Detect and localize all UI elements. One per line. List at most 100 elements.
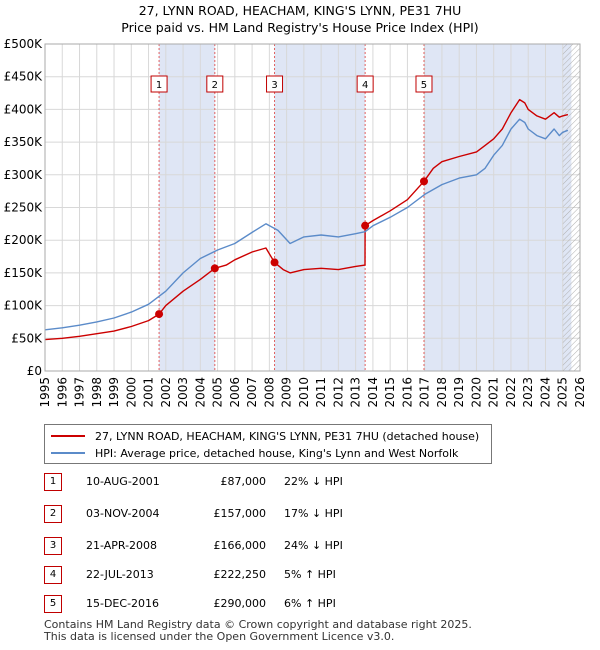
x-tick-label: 2004 xyxy=(193,377,207,408)
x-tick-label: 2007 xyxy=(245,377,259,408)
y-tick-label: £350K xyxy=(4,135,44,149)
sale-badge: 2 xyxy=(44,505,62,523)
legend-item-hpi: HPI: Average price, detached house, King… xyxy=(51,445,458,461)
footer-licence: This data is licensed under the Open Gov… xyxy=(44,630,395,643)
x-tick-label: 2022 xyxy=(504,377,518,408)
sale-marker-label: 2 xyxy=(212,80,218,91)
sale-hpi-diff: 5% ↑ HPI xyxy=(284,568,336,581)
x-tick-label: 2012 xyxy=(331,377,345,408)
x-tick-label: 2011 xyxy=(314,377,328,408)
property-series-line xyxy=(44,98,569,341)
x-tick-label: 1995 xyxy=(38,377,52,408)
x-tick-label: 2000 xyxy=(124,377,138,408)
sale-hpi-diff: 6% ↑ HPI xyxy=(284,597,336,610)
sale-marker-label: 5 xyxy=(421,80,427,91)
chart-legend: 27, LYNN ROAD, HEACHAM, KING'S LYNN, PE3… xyxy=(44,424,492,464)
y-tick-label: £250K xyxy=(4,201,44,215)
table-row: 3 21-APR-2008 £166,000 24% ↓ HPI xyxy=(44,537,464,557)
sale-point xyxy=(419,177,428,186)
y-tick-label: £50K xyxy=(11,331,43,345)
sale-marker-box xyxy=(150,75,168,93)
x-tick-label: 2006 xyxy=(228,377,242,408)
legend-label-hpi: HPI: Average price, detached house, King… xyxy=(95,446,459,460)
price-chart: 1 2 3 4 5 £0 £50K £100K £150K £200K £250K £300K £350… xyxy=(4,37,587,408)
sale-marker-box xyxy=(356,75,374,93)
y-tick-label: £400K xyxy=(4,102,44,116)
x-tick-label: 2016 xyxy=(400,377,414,408)
forecast-region xyxy=(562,44,580,371)
y-tick-label: £500K xyxy=(4,37,44,51)
sale-point xyxy=(270,258,279,267)
sale-marker-box xyxy=(266,75,284,93)
x-tick-label: 2024 xyxy=(538,377,552,408)
sale-point xyxy=(361,221,370,230)
footer: Contains HM Land Registry data © Crown c… xyxy=(44,619,472,643)
x-tick-label: 2014 xyxy=(366,377,380,408)
sale-date: 03-NOV-2004 xyxy=(86,507,160,520)
sale-badge: 1 xyxy=(44,473,62,491)
sale-marker-label: 3 xyxy=(271,80,277,91)
sale-badge: 4 xyxy=(44,566,62,584)
x-tick-label: 1998 xyxy=(90,377,104,408)
sale-marker-box xyxy=(206,75,224,93)
sale-date: 10-AUG-2001 xyxy=(86,475,160,488)
sale-date: 15-DEC-2016 xyxy=(86,597,160,610)
sale-price: £166,000 xyxy=(213,539,267,552)
sale-price: £157,000 xyxy=(213,507,267,520)
legend-swatch-hpi xyxy=(51,452,85,454)
footer-copyright: Contains HM Land Registry data © Crown c… xyxy=(44,618,472,631)
x-tick-label: 2018 xyxy=(435,377,449,408)
x-tick-label: 2017 xyxy=(418,377,432,408)
sale-price: £290,000 xyxy=(213,597,267,610)
sale-hpi-diff: 24% ↓ HPI xyxy=(284,539,343,552)
table-row: 2 03-NOV-2004 £157,000 17% ↓ HPI xyxy=(44,505,464,525)
legend-label-property: 27, LYNN ROAD, HEACHAM, KING'S LYNN, PE3… xyxy=(95,429,480,443)
table-row: 1 10-AUG-2001 £87,000 22% ↓ HPI xyxy=(44,473,464,493)
sale-marker-box xyxy=(415,75,433,93)
x-tick-label: 2025 xyxy=(556,377,570,408)
x-tick-label: 2026 xyxy=(573,377,587,408)
chart-title: 27, LYNN ROAD, HEACHAM, KING'S LYNN, PE3… xyxy=(0,2,600,36)
sale-marker-label: 4 xyxy=(362,80,368,91)
x-tick-label: 2013 xyxy=(349,377,363,408)
legend-swatch-property xyxy=(51,435,85,437)
x-tick-label: 2020 xyxy=(469,377,483,408)
y-tick-label: £300K xyxy=(4,168,44,182)
y-tick-label: £450K xyxy=(4,70,44,84)
x-tick-label: 2009 xyxy=(280,377,294,408)
x-tick-label: 2005 xyxy=(211,377,225,408)
hpi-series-line xyxy=(44,118,569,331)
table-row: 5 15-DEC-2016 £290,000 6% ↑ HPI xyxy=(44,595,464,615)
table-row: 4 22-JUL-2013 £222,250 5% ↑ HPI xyxy=(44,566,464,586)
sale-marker-label: 1 xyxy=(156,80,162,91)
sale-date: 22-JUL-2013 xyxy=(86,568,154,581)
sale-price: £222,250 xyxy=(213,568,267,581)
x-tick-label: 2021 xyxy=(487,377,501,408)
x-tick-label: 2015 xyxy=(383,377,397,408)
x-tick-label: 2010 xyxy=(297,377,311,408)
chart-title-line1: 27, LYNN ROAD, HEACHAM, KING'S LYNN, PE3… xyxy=(138,3,462,18)
x-tick-label: 2003 xyxy=(176,377,190,408)
sale-badge: 5 xyxy=(44,595,62,613)
sale-point xyxy=(155,310,164,319)
sale-price: £87,000 xyxy=(220,475,267,488)
legend-item-property: 27, LYNN ROAD, HEACHAM, KING'S LYNN, PE3… xyxy=(51,428,479,444)
x-tick-label: 2002 xyxy=(159,377,173,408)
y-tick-label: £0 xyxy=(27,364,42,378)
plot-border xyxy=(44,43,581,372)
y-tick-label: £200K xyxy=(4,233,44,247)
x-tick-label: 1997 xyxy=(73,377,87,408)
sale-date: 21-APR-2008 xyxy=(86,539,158,552)
x-tick-label: 2008 xyxy=(262,377,276,408)
x-tick-label: 1996 xyxy=(55,377,69,408)
sale-hpi-diff: 22% ↓ HPI xyxy=(284,475,343,488)
y-tick-label: £100K xyxy=(4,299,44,313)
sale-badge: 3 xyxy=(44,537,62,555)
y-tick-label: £150K xyxy=(4,266,44,280)
x-tick-label: 1999 xyxy=(107,377,121,408)
x-tick-label: 2023 xyxy=(521,377,535,408)
chart-title-line2: Price paid vs. HM Land Registry's House … xyxy=(121,20,479,35)
x-tick-label: 2001 xyxy=(142,377,156,408)
sale-point xyxy=(210,264,219,273)
